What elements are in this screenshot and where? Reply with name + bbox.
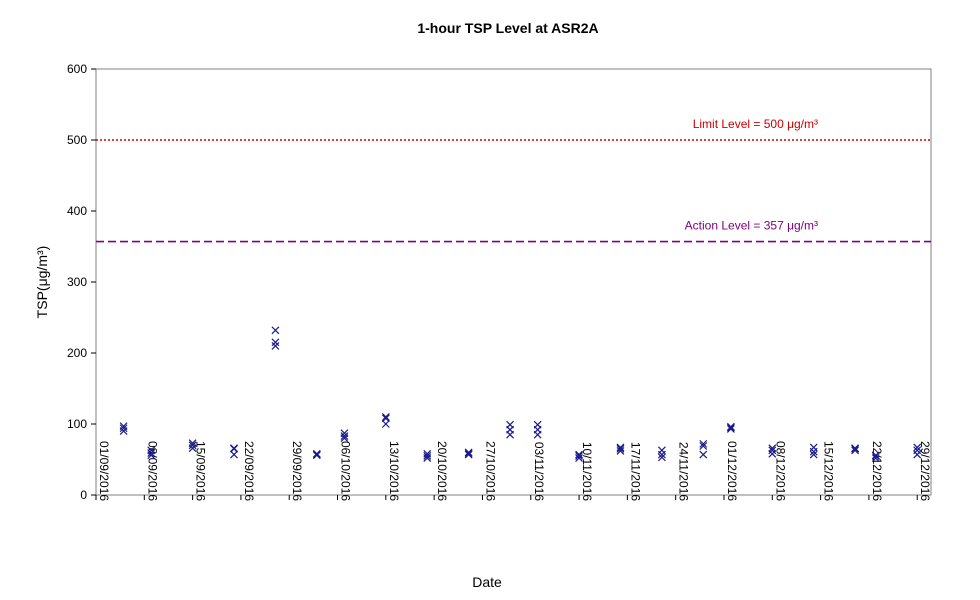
data-point xyxy=(271,326,280,335)
y-tick-label: 300 xyxy=(67,275,87,289)
y-tick-label: 500 xyxy=(67,133,87,147)
data-point xyxy=(699,439,708,448)
reference-line-label: Limit Level = 500 μg/m³ xyxy=(693,117,818,131)
data-point xyxy=(188,439,197,448)
x-tick-label: 29/12/2016 xyxy=(918,441,932,501)
data-point xyxy=(423,452,432,460)
data-point xyxy=(726,422,735,431)
x-tick-label: 27/10/2016 xyxy=(483,441,497,501)
x-tick-label: 29/09/2016 xyxy=(290,441,304,501)
x-tick-label: 15/12/2016 xyxy=(822,441,836,501)
data-point xyxy=(809,450,818,459)
y-tick-label: 0 xyxy=(80,488,87,502)
y-tick-label: 200 xyxy=(67,346,87,360)
plot-area xyxy=(95,68,932,496)
data-point xyxy=(871,451,880,460)
data-point xyxy=(809,443,818,452)
data-point xyxy=(726,425,735,433)
x-tick-label: 03/11/2016 xyxy=(532,442,546,501)
y-tick-label: 400 xyxy=(67,204,87,218)
data-point xyxy=(699,450,708,459)
data-point xyxy=(871,454,880,463)
data-point xyxy=(616,443,625,452)
data-point xyxy=(230,444,238,453)
x-tick-label: 13/10/2016 xyxy=(387,441,401,501)
data-point xyxy=(271,341,280,350)
data-point xyxy=(533,420,542,429)
data-point xyxy=(464,449,473,458)
data-point xyxy=(575,454,583,463)
reference-line-label: Action Level = 357 μg/m³ xyxy=(685,219,818,233)
data-point xyxy=(768,449,777,458)
x-tick-label: 10/11/2016 xyxy=(580,442,594,501)
y-tick-label: 600 xyxy=(67,62,87,76)
data-point xyxy=(913,446,922,455)
x-tick-label: 24/11/2016 xyxy=(677,442,691,501)
chart-title: 1-hour TSP Level at ASR2A xyxy=(417,20,598,36)
data-points xyxy=(119,326,922,463)
data-point xyxy=(312,449,321,458)
data-point xyxy=(768,444,777,453)
x-tick-label: 22/09/2016 xyxy=(242,441,256,501)
data-point xyxy=(575,450,583,459)
data-point xyxy=(464,448,473,457)
data-point xyxy=(381,420,390,428)
x-tick-label: 08/12/2016 xyxy=(773,441,787,501)
x-tick-label: 22/12/2016 xyxy=(870,441,884,501)
data-point xyxy=(506,420,514,429)
data-point xyxy=(657,446,666,455)
data-point xyxy=(230,450,238,459)
data-point xyxy=(147,449,156,458)
data-point xyxy=(913,443,922,452)
data-point xyxy=(851,446,860,455)
y-tick-label: 100 xyxy=(67,417,87,431)
data-point xyxy=(188,441,197,450)
y-axis: 0 100 200 300 400 500 600 xyxy=(67,62,96,502)
data-point xyxy=(616,444,625,453)
x-tick-label: 20/10/2016 xyxy=(435,441,449,501)
x-axis-label: Date xyxy=(472,574,502,590)
data-point xyxy=(271,338,280,347)
x-tick-label: 15/09/2016 xyxy=(194,441,208,501)
data-point xyxy=(119,424,128,433)
data-point xyxy=(423,449,432,458)
data-point xyxy=(119,422,128,431)
data-point xyxy=(381,412,390,421)
data-point xyxy=(575,452,583,460)
data-point xyxy=(381,414,390,423)
x-tick-label: 06/10/2016 xyxy=(339,441,353,501)
reference-lines: Limit Level = 500 μg/m³ Action Level = 35… xyxy=(96,117,931,243)
x-axis: 01/09/2016 08/09/2016 15/09/2016 22/09/2016… xyxy=(95,441,932,501)
data-point xyxy=(147,446,156,455)
data-point xyxy=(657,453,666,462)
x-tick-label: 01/12/2016 xyxy=(725,441,739,501)
data-point xyxy=(768,446,777,455)
data-point xyxy=(616,447,625,455)
y-axis-label: TSP(μg/m³) xyxy=(34,246,50,319)
data-point xyxy=(340,429,349,438)
x-tick-label: 01/09/2016 xyxy=(97,441,111,501)
data-point xyxy=(340,432,349,440)
x-tick-label: 17/11/2016 xyxy=(628,442,642,501)
data-point xyxy=(699,442,708,450)
data-point xyxy=(851,444,860,453)
